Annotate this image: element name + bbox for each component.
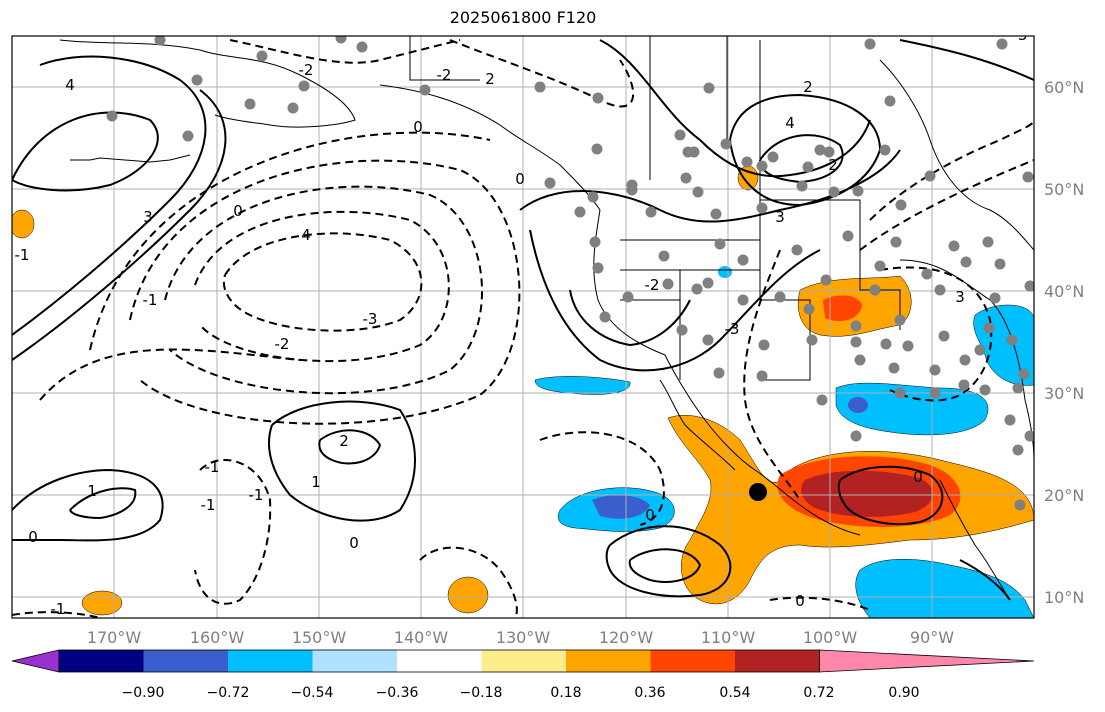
contour-label: -3: [1013, 26, 1028, 44]
contour-label: -2: [275, 335, 290, 353]
contour-label: -1: [143, 291, 158, 309]
lon-label: 100°W: [803, 628, 858, 647]
negative-anomaly-region: [855, 559, 1034, 618]
lat-label: 50°N: [1044, 180, 1084, 199]
contour-label: 3: [143, 208, 153, 226]
colorbar-segment: [397, 650, 482, 672]
contour-label: -1: [205, 458, 220, 476]
colorbar-tick-label: 0.54: [719, 685, 750, 701]
colorbar-tick-label: 0.18: [550, 685, 581, 701]
colorbar-tick-label: −0.36: [376, 685, 419, 701]
contour-label: -1: [51, 600, 66, 618]
map-frame: [11, 35, 1035, 619]
colorbar-frame: [58, 649, 820, 673]
contour-label: 0: [795, 592, 805, 610]
lon-label: 120°W: [599, 628, 654, 647]
colorbar-tick-label: 0.72: [803, 685, 834, 701]
contour-label: -2: [299, 61, 314, 79]
colorbar-tick-label: −0.54: [291, 685, 334, 701]
contour-label: 4: [65, 76, 75, 94]
colorbar-tick-label: 0.90: [888, 685, 919, 701]
contour-label: 3: [955, 288, 965, 306]
contour-label: 2: [339, 432, 349, 450]
negative-anomaly-region: [835, 382, 989, 436]
map-title: 2025061800 F120: [449, 8, 597, 27]
positive-anomaly-core: [823, 295, 862, 322]
contour-label: -1: [201, 496, 216, 514]
colorbar-segment: [566, 650, 651, 672]
colorbar: [11, 649, 1035, 673]
coastlines: [59, 36, 1034, 601]
negative-anomaly-region: [534, 376, 631, 395]
contour-label: 1: [311, 473, 321, 491]
contour-label: -2: [645, 276, 660, 294]
contour-label: 4: [301, 226, 311, 244]
lat-label: 20°N: [1044, 486, 1084, 505]
anomaly-shading: [12, 165, 1034, 618]
negative-anomaly-core: [592, 495, 650, 519]
positive-anomaly-region: [12, 209, 35, 239]
colorbar-segment: [312, 650, 398, 672]
contour-label: 0: [233, 202, 243, 220]
contour-label: -1: [15, 246, 30, 264]
lon-label: 110°W: [701, 628, 756, 647]
positive-anomaly-peak: [801, 470, 933, 517]
lat-label: 40°N: [1044, 282, 1084, 301]
lon-label: 160°W: [190, 628, 245, 647]
colorbar-tick-label: −0.90: [122, 685, 165, 701]
contour-label: 0: [28, 528, 38, 546]
gridlines: [12, 36, 1034, 618]
highlight-marker: [749, 483, 767, 501]
contour-label: 0: [349, 534, 359, 552]
positive-anomaly-region: [81, 590, 123, 616]
contour-label: -3: [363, 310, 378, 328]
colorbar-segment: [228, 650, 313, 672]
contour-label: 2: [828, 156, 838, 174]
lon-label: 140°W: [394, 628, 449, 647]
contour-label: 4: [785, 114, 795, 132]
lon-label: 90°W: [910, 628, 954, 647]
negative-anomaly-core: [848, 397, 868, 413]
lat-label: 30°N: [1044, 384, 1084, 403]
colorbar-segment: [143, 650, 229, 672]
station-markers: [106, 36, 1034, 511]
latitude-labels: 60°N 50°N 40°N 30°N 20°N 10°N: [1044, 78, 1084, 607]
contour-label: -2: [437, 66, 452, 84]
contour-label: -1: [249, 486, 264, 504]
contour-label: 0: [413, 118, 423, 136]
contours: [12, 39, 1034, 601]
colorbar-tick-labels: −0.90 −0.72 −0.54 −0.36 −0.18 0.18 0.36 …: [122, 685, 920, 701]
contour-label: 2: [803, 78, 813, 96]
colorbar-tick-label: −0.18: [460, 685, 503, 701]
lon-label: 130°W: [496, 628, 551, 647]
colorbar-segment: [735, 650, 820, 672]
contour-label: 0: [645, 506, 655, 524]
lat-label: 60°N: [1044, 78, 1084, 97]
colorbar-segment: [650, 650, 736, 672]
colorbar-tick-label: 0.36: [634, 685, 665, 701]
lon-label: 170°W: [87, 628, 142, 647]
colorbar-arrow-right: [819, 649, 1035, 673]
longitude-labels: 170°W 160°W 150°W 140°W 130°W 120°W 110°…: [87, 628, 954, 647]
contour-label: -3: [725, 320, 740, 338]
colorbar-segment: [481, 650, 567, 672]
positive-anomaly-region: [447, 576, 489, 614]
contour-label: 3: [775, 208, 785, 226]
contour-label: 2: [485, 70, 495, 88]
colorbar-arrow-left: [11, 649, 60, 673]
contour-label: 0: [515, 170, 525, 188]
colorbar-tick-label: −0.72: [207, 685, 250, 701]
colorbar-segment: [59, 650, 144, 672]
negative-anomaly-region: [718, 266, 732, 278]
lat-label: 10°N: [1044, 588, 1084, 607]
lon-label: 150°W: [292, 628, 347, 647]
contour-label: 0: [913, 468, 923, 486]
contour-label: 1: [87, 482, 97, 500]
